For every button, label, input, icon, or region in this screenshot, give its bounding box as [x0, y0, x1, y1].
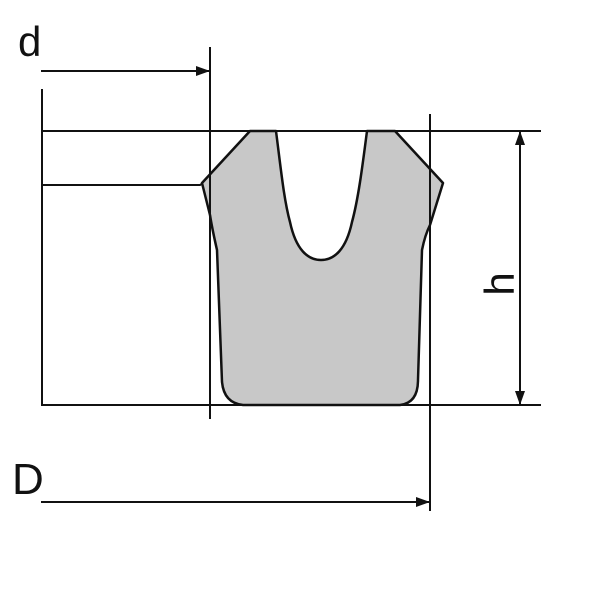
- D-label: D: [12, 455, 44, 504]
- h-label: h: [476, 272, 523, 295]
- u-seal-profile: [200, 129, 445, 407]
- d-label: d: [18, 18, 41, 65]
- shaft-step-line: [41, 178, 210, 186]
